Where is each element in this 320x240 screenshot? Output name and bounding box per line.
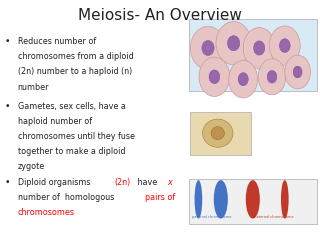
FancyBboxPatch shape [189,19,317,91]
Text: paternal chromosome: paternal chromosome [192,216,231,219]
Ellipse shape [285,55,310,89]
Text: Gametes, sex cells, have a: Gametes, sex cells, have a [18,102,125,111]
Ellipse shape [209,70,220,84]
Ellipse shape [269,26,300,65]
FancyBboxPatch shape [190,112,251,155]
Text: haploid number of: haploid number of [18,117,92,126]
Ellipse shape [279,39,290,53]
Ellipse shape [293,66,302,78]
Text: Diploid organisms: Diploid organisms [18,178,92,187]
Ellipse shape [211,127,224,140]
Ellipse shape [258,59,286,95]
Text: chromosomes: chromosomes [18,208,75,217]
Ellipse shape [199,57,230,96]
Ellipse shape [203,119,233,147]
Ellipse shape [202,40,214,56]
Ellipse shape [216,22,251,65]
Text: maternal chromosome: maternal chromosome [253,216,293,219]
Text: number: number [18,83,49,92]
Ellipse shape [246,180,260,218]
Text: have: have [135,178,160,187]
Text: zygote: zygote [18,162,45,172]
Text: •: • [5,37,10,46]
Ellipse shape [243,28,275,68]
Text: Meiosis- An Overview: Meiosis- An Overview [78,8,242,24]
Ellipse shape [238,73,248,86]
Ellipse shape [229,60,258,98]
Ellipse shape [190,26,226,70]
Text: •: • [5,178,10,187]
Ellipse shape [267,71,277,83]
Text: Reduces number of: Reduces number of [18,37,96,46]
Text: number of  homologous: number of homologous [18,193,116,202]
Text: •: • [5,102,10,111]
Text: chromosomes until they fuse: chromosomes until they fuse [18,132,135,141]
Text: together to make a diploid: together to make a diploid [18,147,125,156]
Ellipse shape [214,180,228,218]
FancyBboxPatch shape [189,179,317,224]
Ellipse shape [195,180,202,218]
Ellipse shape [228,36,240,51]
Ellipse shape [281,180,289,218]
Ellipse shape [253,41,265,55]
Text: chromosomes from a diploid: chromosomes from a diploid [18,52,133,61]
Text: x: x [167,178,172,187]
Text: (2n): (2n) [114,178,131,187]
Text: (2n) number to a haploid (n): (2n) number to a haploid (n) [18,67,132,76]
Text: pairs of: pairs of [145,193,175,202]
